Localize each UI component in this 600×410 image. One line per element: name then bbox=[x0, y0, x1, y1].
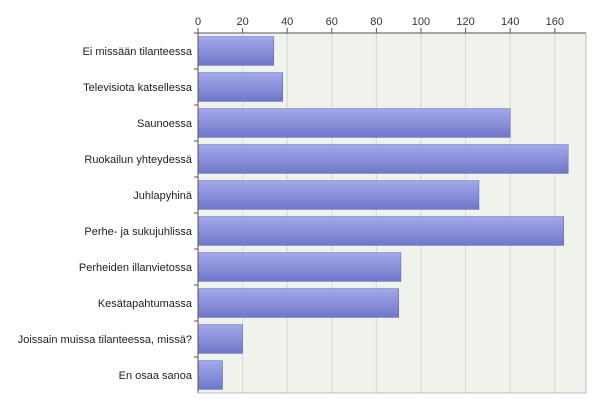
bar bbox=[197, 72, 283, 102]
category-label: Joissain muissa tilanteessa, missä? bbox=[18, 334, 192, 346]
x-tick-label: 80 bbox=[370, 16, 382, 28]
category-label: Juhlapyhinä bbox=[133, 190, 193, 202]
bar bbox=[197, 108, 511, 138]
x-tick-label: 60 bbox=[326, 16, 338, 28]
bar bbox=[197, 36, 275, 66]
x-tick-label: 140 bbox=[501, 16, 519, 28]
category-label: Kesätapahtumassa bbox=[98, 298, 193, 310]
x-tick-label: 100 bbox=[412, 16, 430, 28]
bar bbox=[197, 216, 564, 246]
category-label: Perhe- ja sukujuhlissa bbox=[84, 226, 192, 238]
category-label: Ei missään tilanteessa bbox=[83, 46, 193, 58]
category-label: Perheiden illanvietossa bbox=[79, 262, 193, 274]
bar bbox=[197, 144, 569, 174]
bar bbox=[197, 288, 399, 318]
x-tick-label: 40 bbox=[281, 16, 293, 28]
x-tick-label: 20 bbox=[236, 16, 248, 28]
category-label: Televisiota katsellessa bbox=[83, 82, 193, 94]
bar bbox=[197, 180, 480, 210]
x-tick-label: 120 bbox=[456, 16, 474, 28]
category-label: En osaa sanoa bbox=[119, 370, 193, 382]
x-tick-label: 160 bbox=[546, 16, 564, 28]
bar bbox=[197, 360, 223, 390]
category-label: Saunoessa bbox=[137, 118, 193, 130]
x-tick-label: 0 bbox=[195, 16, 201, 28]
bar bbox=[197, 324, 243, 354]
bar bbox=[197, 252, 402, 282]
category-label: Ruokailun yhteydessä bbox=[84, 154, 193, 166]
